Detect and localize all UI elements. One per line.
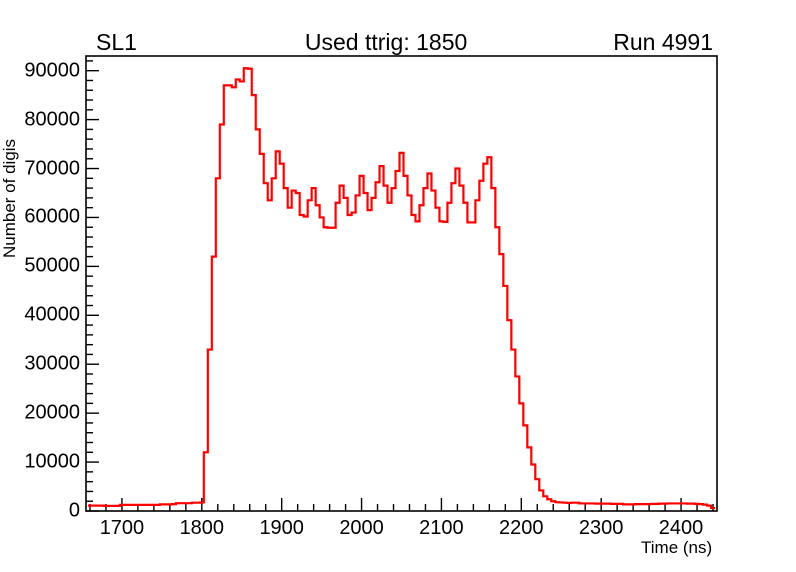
y-tick-label: 80000 [24,108,80,131]
title-center-ttrig: Used ttrig: 1850 [304,29,468,55]
y-tick-label: 60000 [24,205,80,228]
plot-frame [85,55,718,512]
title-right-run: Run 4991 [613,29,713,55]
data-series-line [88,67,715,510]
y-tick-label: 30000 [24,352,80,375]
y-tick-label: 90000 [24,59,80,82]
y-tick-label: 40000 [24,303,80,326]
y-tick-label: 20000 [24,401,80,424]
x-tick-label: 2100 [419,517,464,539]
x-tick-label: 1800 [179,517,225,539]
y-tick-label: 0 [68,499,80,522]
x-tick-label: 2000 [339,517,384,539]
x-tick-label: 2300 [578,517,624,539]
y-tick-label: 10000 [24,450,80,473]
title-row: SL1 Used ttrig: 1850 Run 4991 [86,26,717,54]
x-tick-label: 1700 [99,517,145,539]
title-left-superlayer: SL1 [96,29,137,55]
x-axis-label: Time (ns) [641,538,713,557]
x-tick-label: 2400 [658,517,704,539]
y-tick-label: 50000 [24,254,80,277]
x-tick-label: 1900 [259,517,304,539]
y-tick-label: 70000 [24,157,80,180]
x-tick-label: 2200 [499,517,544,539]
